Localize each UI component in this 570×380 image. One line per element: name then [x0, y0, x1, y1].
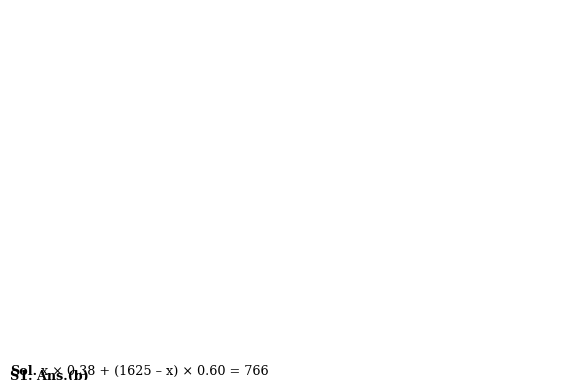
Text: Sol.: Sol.: [10, 365, 37, 378]
Text: S1. Ans.(b): S1. Ans.(b): [10, 370, 89, 380]
Text: x × 0.38 + (1625 – x) × 0.60 = 766: x × 0.38 + (1625 – x) × 0.60 = 766: [37, 365, 268, 378]
